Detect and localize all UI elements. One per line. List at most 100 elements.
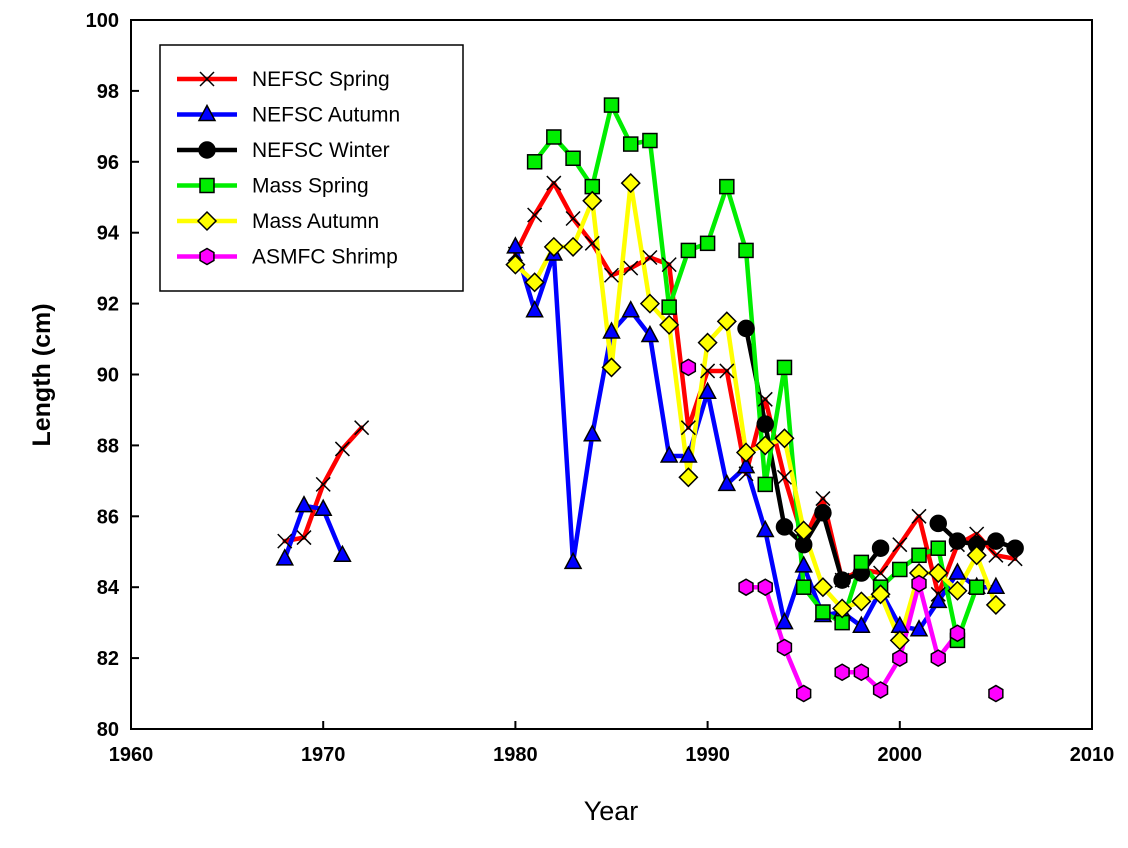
x-tick-label: 2010 <box>1070 744 1115 766</box>
data-point-mass-spring <box>565 150 581 167</box>
data-point-mass-spring <box>795 579 812 595</box>
data-point-mass-spring <box>699 235 716 252</box>
data-point-mass-autumn <box>659 314 680 335</box>
data-point-mass-spring <box>892 561 908 578</box>
y-tick-label: 94 <box>97 223 120 245</box>
y-axis-title: Length (cm) <box>28 303 56 446</box>
data-point-nefsc-winter <box>987 532 1005 550</box>
data-point-nefsc-spring <box>296 530 312 546</box>
data-point-mass-autumn <box>639 293 661 314</box>
data-point-nefsc-spring <box>911 508 927 524</box>
data-point-mass-autumn <box>505 254 526 275</box>
data-point-mass-autumn <box>774 428 795 449</box>
legend-marker-mass-autumn <box>196 210 218 232</box>
data-point-nefsc-autumn <box>640 324 660 343</box>
legend-marker-asmfc-shrimp <box>199 247 215 266</box>
data-point-nefsc-autumn <box>621 300 640 318</box>
data-point-mass-autumn <box>601 357 622 378</box>
data-point-mass-spring <box>930 540 946 556</box>
y-tick-label: 92 <box>97 294 119 316</box>
data-point-nefsc-autumn <box>525 300 544 318</box>
data-point-nefsc-spring <box>815 491 831 507</box>
data-point-nefsc-spring <box>873 565 889 581</box>
data-point-nefsc-autumn <box>909 619 929 637</box>
x-tick-label: 1980 <box>493 744 538 766</box>
data-point-asmfc-shrimp <box>892 649 908 667</box>
y-tick-label: 88 <box>97 435 119 457</box>
data-point-nefsc-spring <box>584 235 600 251</box>
data-point-nefsc-spring <box>315 476 331 492</box>
legend-label-asmfc-shrimp: ASMFC Shrimp <box>252 246 398 269</box>
data-point-nefsc-autumn <box>986 576 1006 594</box>
y-tick-label: 100 <box>86 10 119 32</box>
data-point-asmfc-shrimp <box>680 358 697 377</box>
data-point-mass-autumn <box>697 332 718 353</box>
data-point-mass-autumn <box>870 584 891 605</box>
data-point-nefsc-spring <box>334 441 350 457</box>
data-point-mass-spring <box>968 579 985 595</box>
data-point-mass-autumn <box>620 173 641 194</box>
legend-label-nefsc-autumn: NEFSC Autumn <box>252 104 400 127</box>
data-point-nefsc-autumn <box>294 495 314 513</box>
data-point-asmfc-shrimp <box>988 684 1004 703</box>
data-point-mass-autumn <box>543 236 564 257</box>
data-point-mass-autumn <box>678 467 699 488</box>
data-point-nefsc-spring <box>700 363 716 379</box>
data-point-nefsc-autumn <box>698 381 717 399</box>
data-point-mass-autumn <box>524 272 545 293</box>
data-point-nefsc-autumn <box>659 445 679 463</box>
data-point-nefsc-spring <box>565 210 581 227</box>
data-point-mass-autumn <box>985 594 1006 615</box>
data-point-asmfc-shrimp <box>834 663 850 682</box>
y-tick-label: 90 <box>97 365 119 387</box>
data-point-mass-spring <box>853 554 870 571</box>
data-point-mass-autumn <box>928 562 949 584</box>
data-point-nefsc-spring <box>661 257 677 273</box>
data-point-nefsc-winter <box>833 571 851 589</box>
data-point-mass-spring <box>642 132 658 149</box>
data-point-nefsc-spring <box>680 420 696 436</box>
data-point-nefsc-winter <box>929 514 947 533</box>
x-tick-label: 1970 <box>301 744 346 766</box>
data-point-mass-spring <box>757 476 774 493</box>
y-axis-ticks: 80 82 84 86 88 90 92 94 96 98 100 <box>86 10 139 741</box>
legend-items: NEFSC Spring NEFSC Autumn NEFSC Winter Mass… <box>177 68 400 269</box>
y-tick-label: 84 <box>97 577 120 599</box>
data-point-nefsc-spring <box>719 363 735 379</box>
data-point-asmfc-shrimp <box>949 624 966 643</box>
data-point-nefsc-autumn <box>563 551 583 570</box>
data-point-nefsc-spring <box>776 469 793 485</box>
data-point-mass-spring <box>680 242 697 259</box>
data-point-nefsc-autumn <box>275 548 295 566</box>
data-point-nefsc-winter <box>1006 539 1024 557</box>
data-point-asmfc-shrimp <box>776 638 793 657</box>
data-point-nefsc-autumn <box>736 456 756 474</box>
series-markers <box>275 97 1024 703</box>
legend-marker-mass-spring <box>199 177 215 194</box>
legend-marker-nefsc-autumn <box>197 103 217 122</box>
data-point-nefsc-winter <box>814 504 832 522</box>
data-point-nefsc-spring <box>892 537 908 553</box>
legend-label-nefsc-winter: NEFSC Winter <box>252 139 390 162</box>
data-point-mass-spring <box>776 359 793 376</box>
data-point-nefsc-winter <box>775 518 794 536</box>
data-point-mass-autumn <box>793 520 814 541</box>
x-tick-label: 2000 <box>878 744 923 766</box>
data-point-nefsc-autumn <box>852 615 871 633</box>
data-point-asmfc-shrimp <box>738 578 754 597</box>
data-point-asmfc-shrimp <box>796 684 812 703</box>
data-point-nefsc-autumn <box>506 236 525 254</box>
x-axis-ticks: 1960 1970 1980 1990 2000 2010 <box>109 721 1115 766</box>
data-point-mass-autumn <box>812 577 833 598</box>
data-point-nefsc-spring <box>988 547 1004 563</box>
data-point-nefsc-autumn <box>948 562 967 580</box>
data-point-mass-autumn <box>947 580 968 601</box>
data-point-nefsc-spring <box>546 175 562 191</box>
legend-label-mass-autumn: Mass Autumn <box>252 210 379 233</box>
data-point-nefsc-spring <box>623 260 639 276</box>
legend-marker-nefsc-winter <box>198 141 216 159</box>
data-point-mass-autumn <box>851 591 872 612</box>
data-point-nefsc-winter <box>948 532 967 550</box>
data-point-mass-autumn <box>716 311 737 332</box>
legend-label-mass-spring: Mass Spring <box>252 175 369 198</box>
